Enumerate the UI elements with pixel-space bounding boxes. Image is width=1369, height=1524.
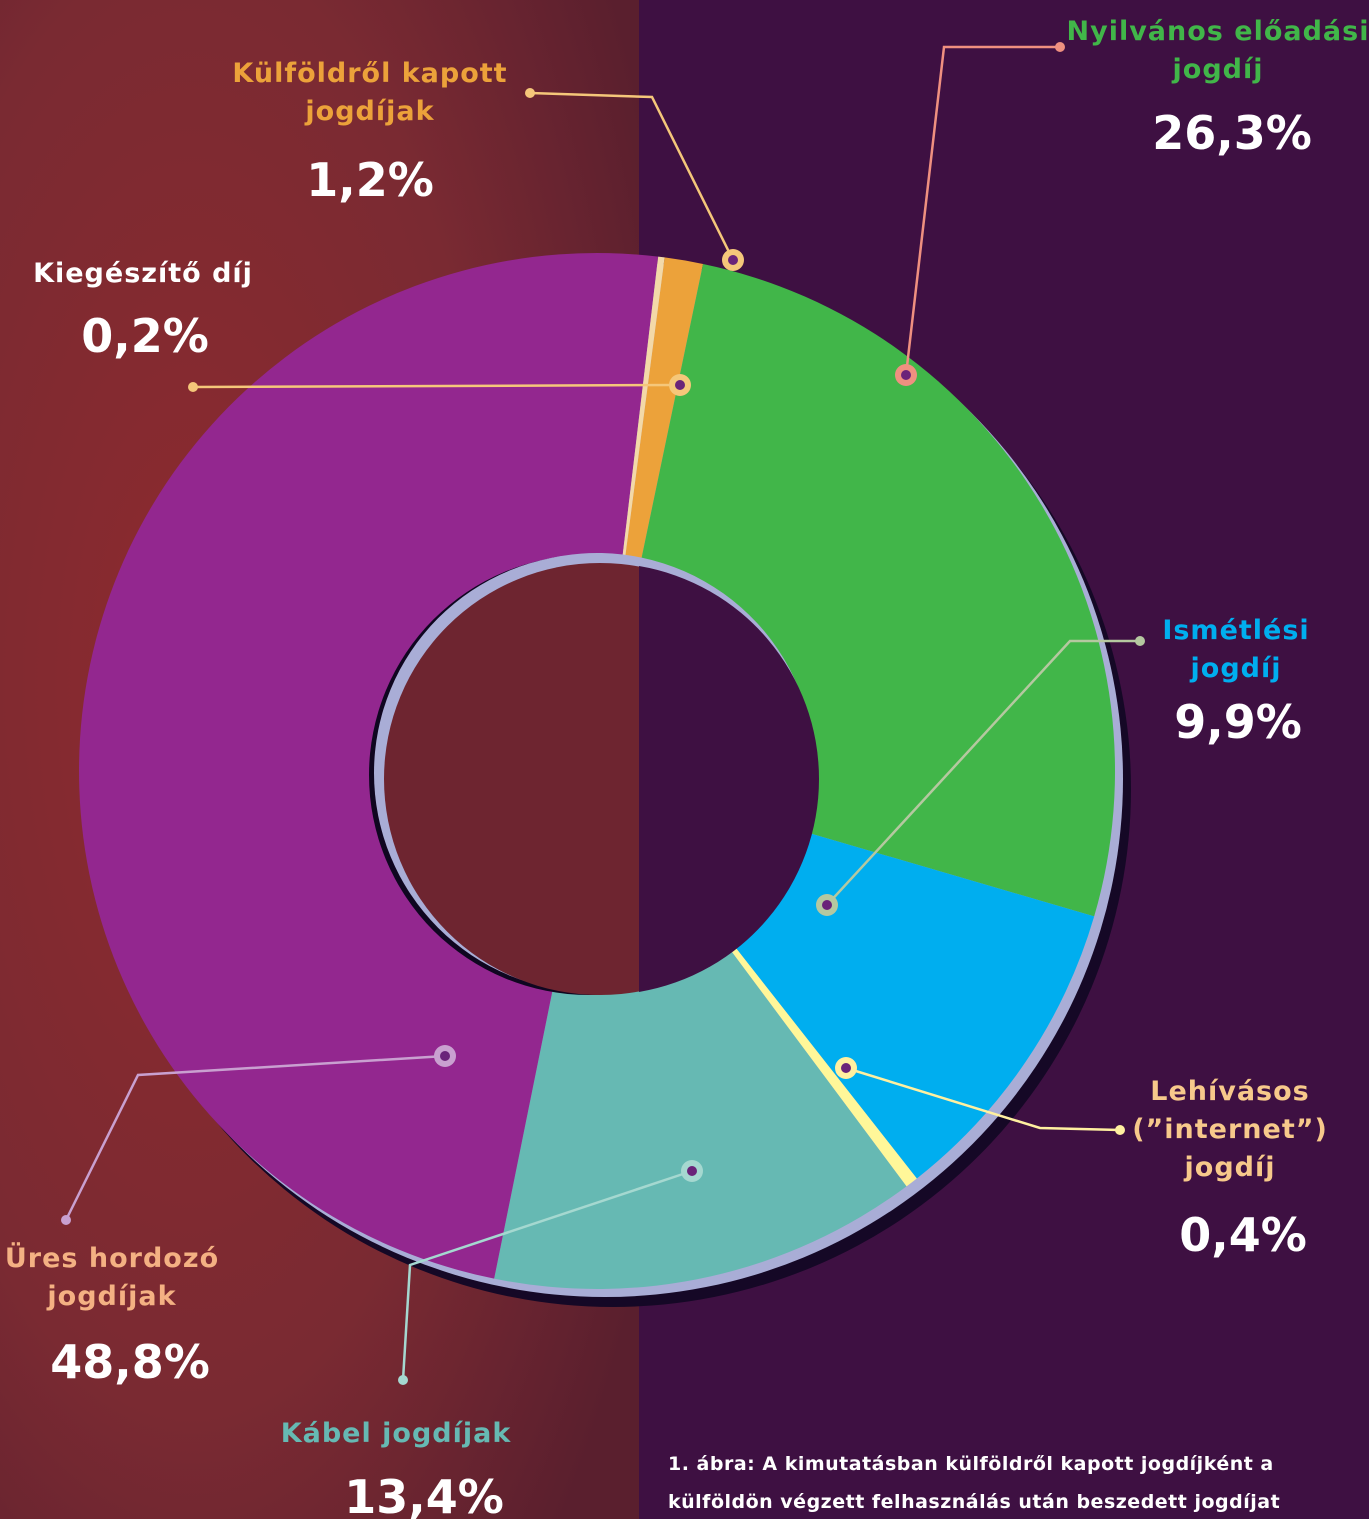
category-label: Ismétlési jogdíj (1162, 615, 1310, 684)
leader-dot (188, 382, 198, 392)
leader-line (529, 91, 735, 261)
leader-center (901, 370, 911, 380)
slice (731, 832, 1095, 1179)
category-label: Kábel jogdíjak (280, 1418, 512, 1449)
caption: 1. ábra: A kimutatásban külföldről kapot… (668, 1453, 1281, 1513)
leader-center (822, 900, 832, 910)
leader-line (845, 1066, 1121, 1132)
leader-dot (1135, 636, 1145, 646)
value-label: 26,3% (1152, 106, 1312, 160)
leader-center (675, 380, 685, 390)
slice (641, 263, 1115, 917)
leader-line (826, 639, 1140, 906)
category-label: Nyilvános előadási jogdíj (1066, 16, 1369, 85)
leader-dot (61, 1215, 71, 1225)
value-label: 0,2% (81, 309, 209, 363)
value-label: 13,4% (344, 1470, 504, 1524)
slice (625, 257, 704, 558)
slice (622, 256, 665, 555)
leader-line (904, 45, 1060, 376)
leader-line (192, 383, 681, 389)
leader-line (64, 1054, 446, 1221)
value-label: 9,9% (1174, 695, 1302, 749)
leader-center (728, 255, 738, 265)
leaders (61, 42, 1145, 1385)
slice (727, 942, 917, 1187)
leader-line (401, 1169, 693, 1381)
leader-center (687, 1166, 697, 1176)
leader-dot (398, 1375, 408, 1385)
category-label: Üres hordozó jogdíjak (4, 1243, 220, 1312)
category-label: Lehívásos (”internet”) jogdíj (1132, 1076, 1328, 1183)
leader-center (841, 1063, 851, 1073)
leader-dot (1115, 1125, 1125, 1135)
leader-center (440, 1051, 450, 1061)
hole-right (639, 566, 820, 992)
donut (79, 252, 1131, 1307)
slice (79, 252, 659, 1279)
category-label: Külföldről kapott jogdíjak (232, 58, 508, 127)
value-label: 0,4% (1179, 1208, 1307, 1262)
category-label: Kiegészítő díj (33, 258, 253, 289)
value-label: 1,2% (306, 153, 434, 207)
value-label: 48,8% (50, 1335, 210, 1389)
leader-dot (1055, 42, 1065, 52)
leader-dot (525, 88, 535, 98)
